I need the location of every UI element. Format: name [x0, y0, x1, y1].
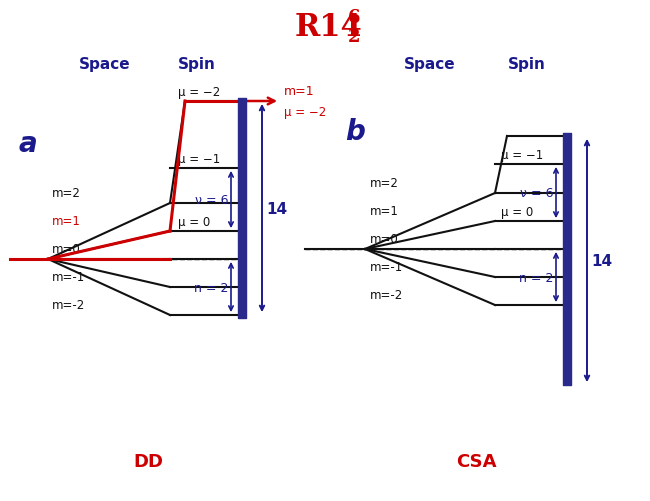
Text: m=1: m=1 — [52, 214, 81, 227]
Text: m=0: m=0 — [370, 232, 398, 245]
Text: m=0: m=0 — [52, 242, 81, 256]
Text: 14: 14 — [591, 254, 612, 269]
Text: ν = 6: ν = 6 — [519, 187, 553, 199]
Text: μ = −1: μ = −1 — [178, 153, 220, 166]
Text: CSA: CSA — [456, 452, 496, 470]
Text: m=-1: m=-1 — [370, 261, 403, 274]
Text: m=1: m=1 — [284, 85, 315, 98]
Text: a: a — [19, 130, 38, 158]
Text: R14: R14 — [295, 12, 363, 43]
Text: m=-2: m=-2 — [52, 299, 85, 312]
Text: b: b — [345, 118, 365, 146]
Text: ν = 6: ν = 6 — [194, 193, 228, 206]
Text: Space: Space — [404, 58, 456, 72]
Text: 2: 2 — [348, 28, 361, 46]
Text: μ = −2: μ = −2 — [178, 86, 220, 99]
Text: Spin: Spin — [508, 58, 546, 72]
Text: 6: 6 — [348, 9, 361, 27]
Text: Space: Space — [79, 58, 131, 72]
Text: m=2: m=2 — [370, 177, 399, 189]
Text: μ = 0: μ = 0 — [178, 215, 210, 228]
Text: Spin: Spin — [178, 58, 216, 72]
Text: DD: DD — [133, 452, 163, 470]
Text: μ = −1: μ = −1 — [501, 149, 543, 162]
Text: m=-1: m=-1 — [52, 271, 85, 284]
Text: n = 2: n = 2 — [194, 281, 228, 294]
Text: μ = −2: μ = −2 — [284, 106, 326, 119]
Text: m=2: m=2 — [52, 187, 81, 199]
Text: 14: 14 — [266, 201, 287, 216]
Text: m=1: m=1 — [370, 204, 399, 217]
Text: μ = 0: μ = 0 — [501, 205, 533, 218]
Text: m=-2: m=-2 — [370, 289, 403, 302]
Text: n = 2: n = 2 — [519, 271, 553, 284]
